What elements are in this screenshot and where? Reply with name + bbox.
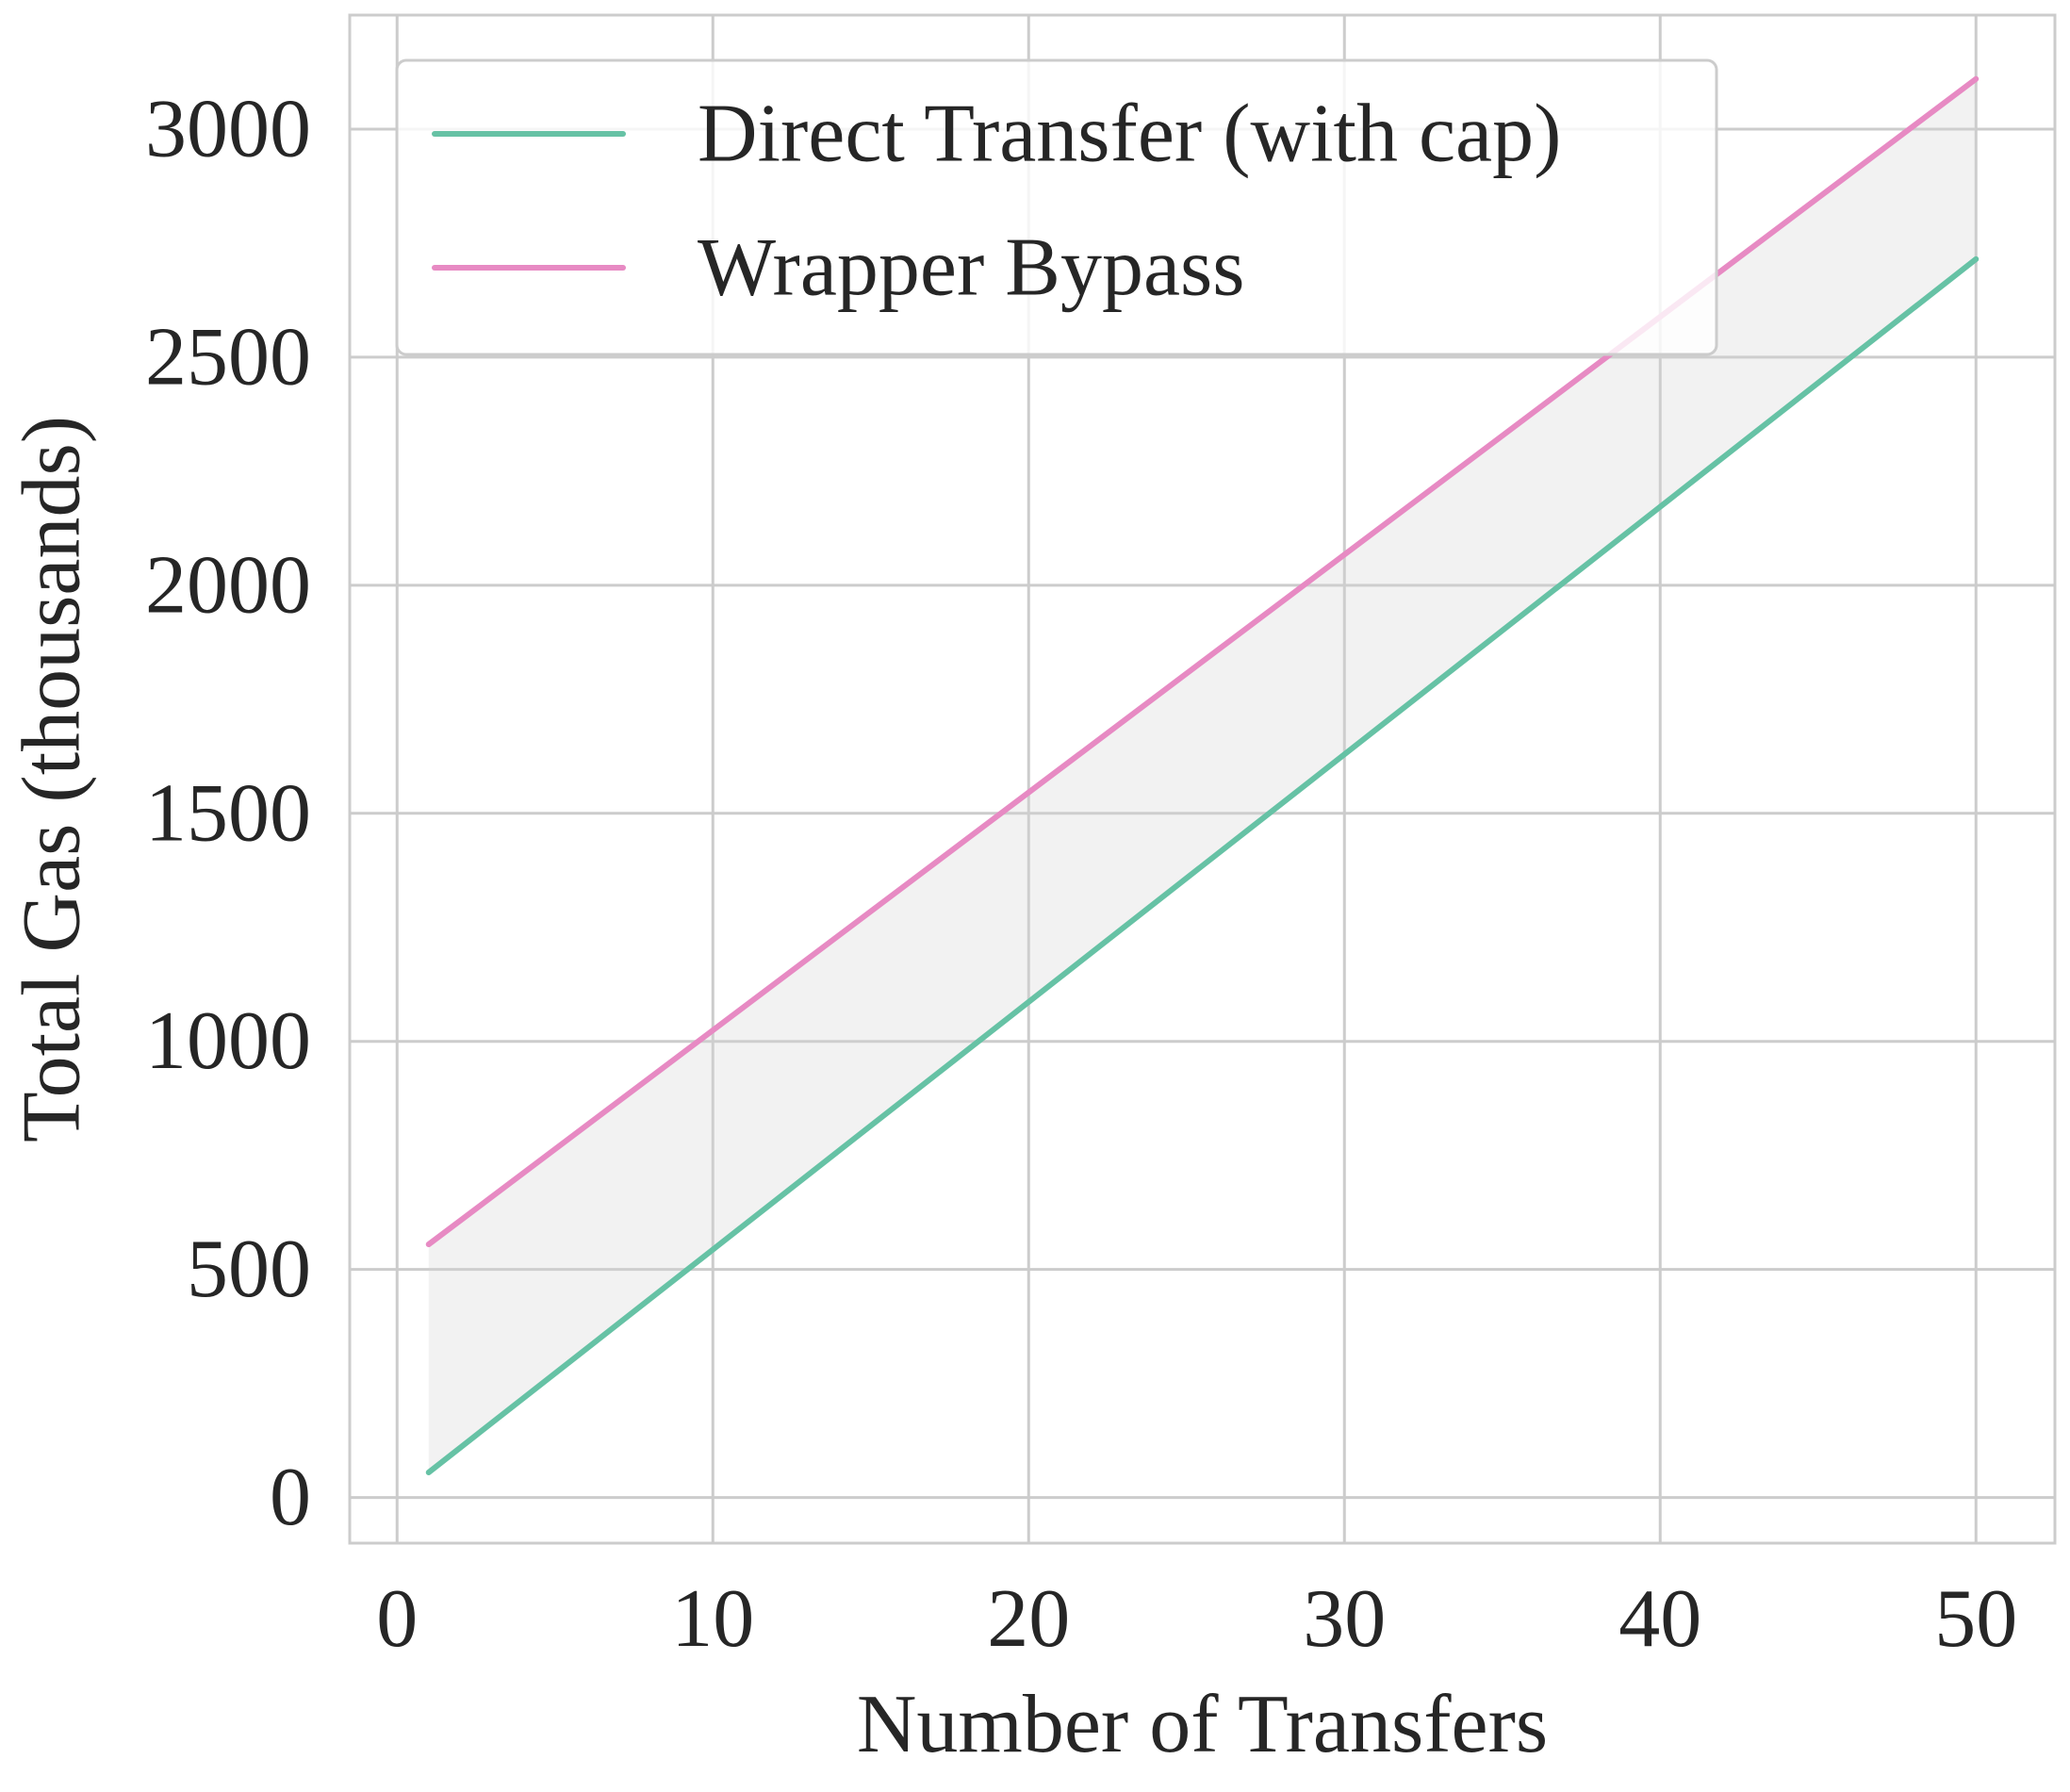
y-tick-label: 1500 [145,767,311,859]
legend: Direct Transfer (with cap) Wrapper Bypass [395,58,1718,356]
legend-label: Direct Transfer (with cap) [698,89,1561,180]
y-axis-label: Total Gas (thousands) [7,416,98,1143]
series-line-wrapper-bypass [425,75,1980,1248]
x-tick-label: 50 [1934,1573,2017,1665]
x-axis-label: Number of Transfers [857,1679,1548,1770]
series-lines [425,75,1980,1475]
y-tick-label: 3000 [145,83,311,174]
x-tick-labels: 0 10 20 30 40 50 [376,1573,2017,1665]
x-tick-label: 40 [1618,1573,1701,1665]
legend-label: Wrapper Bypass [698,222,1245,314]
fill-between-area [428,78,1977,1472]
x-tick-label: 20 [987,1573,1070,1665]
legend-box [395,58,1718,356]
plot-frame [348,13,2057,1545]
x-tick-label: 10 [671,1573,754,1665]
fill-between-region [428,78,1977,1472]
y-tick-labels: 0 500 1000 1500 2000 2500 3000 [145,83,311,1543]
legend-items: Direct Transfer (with cap) Wrapper Bypass [432,89,1561,314]
y-tick-label: 2500 [145,311,311,403]
y-tick-label: 0 [270,1452,311,1543]
x-tick-label: 0 [376,1573,418,1665]
y-tick-label: 2000 [145,539,311,631]
y-tick-label: 500 [187,1224,311,1315]
y-tick-label: 1000 [145,995,311,1087]
x-tick-label: 30 [1303,1573,1386,1665]
series-line-direct-transfer [425,255,1980,1475]
